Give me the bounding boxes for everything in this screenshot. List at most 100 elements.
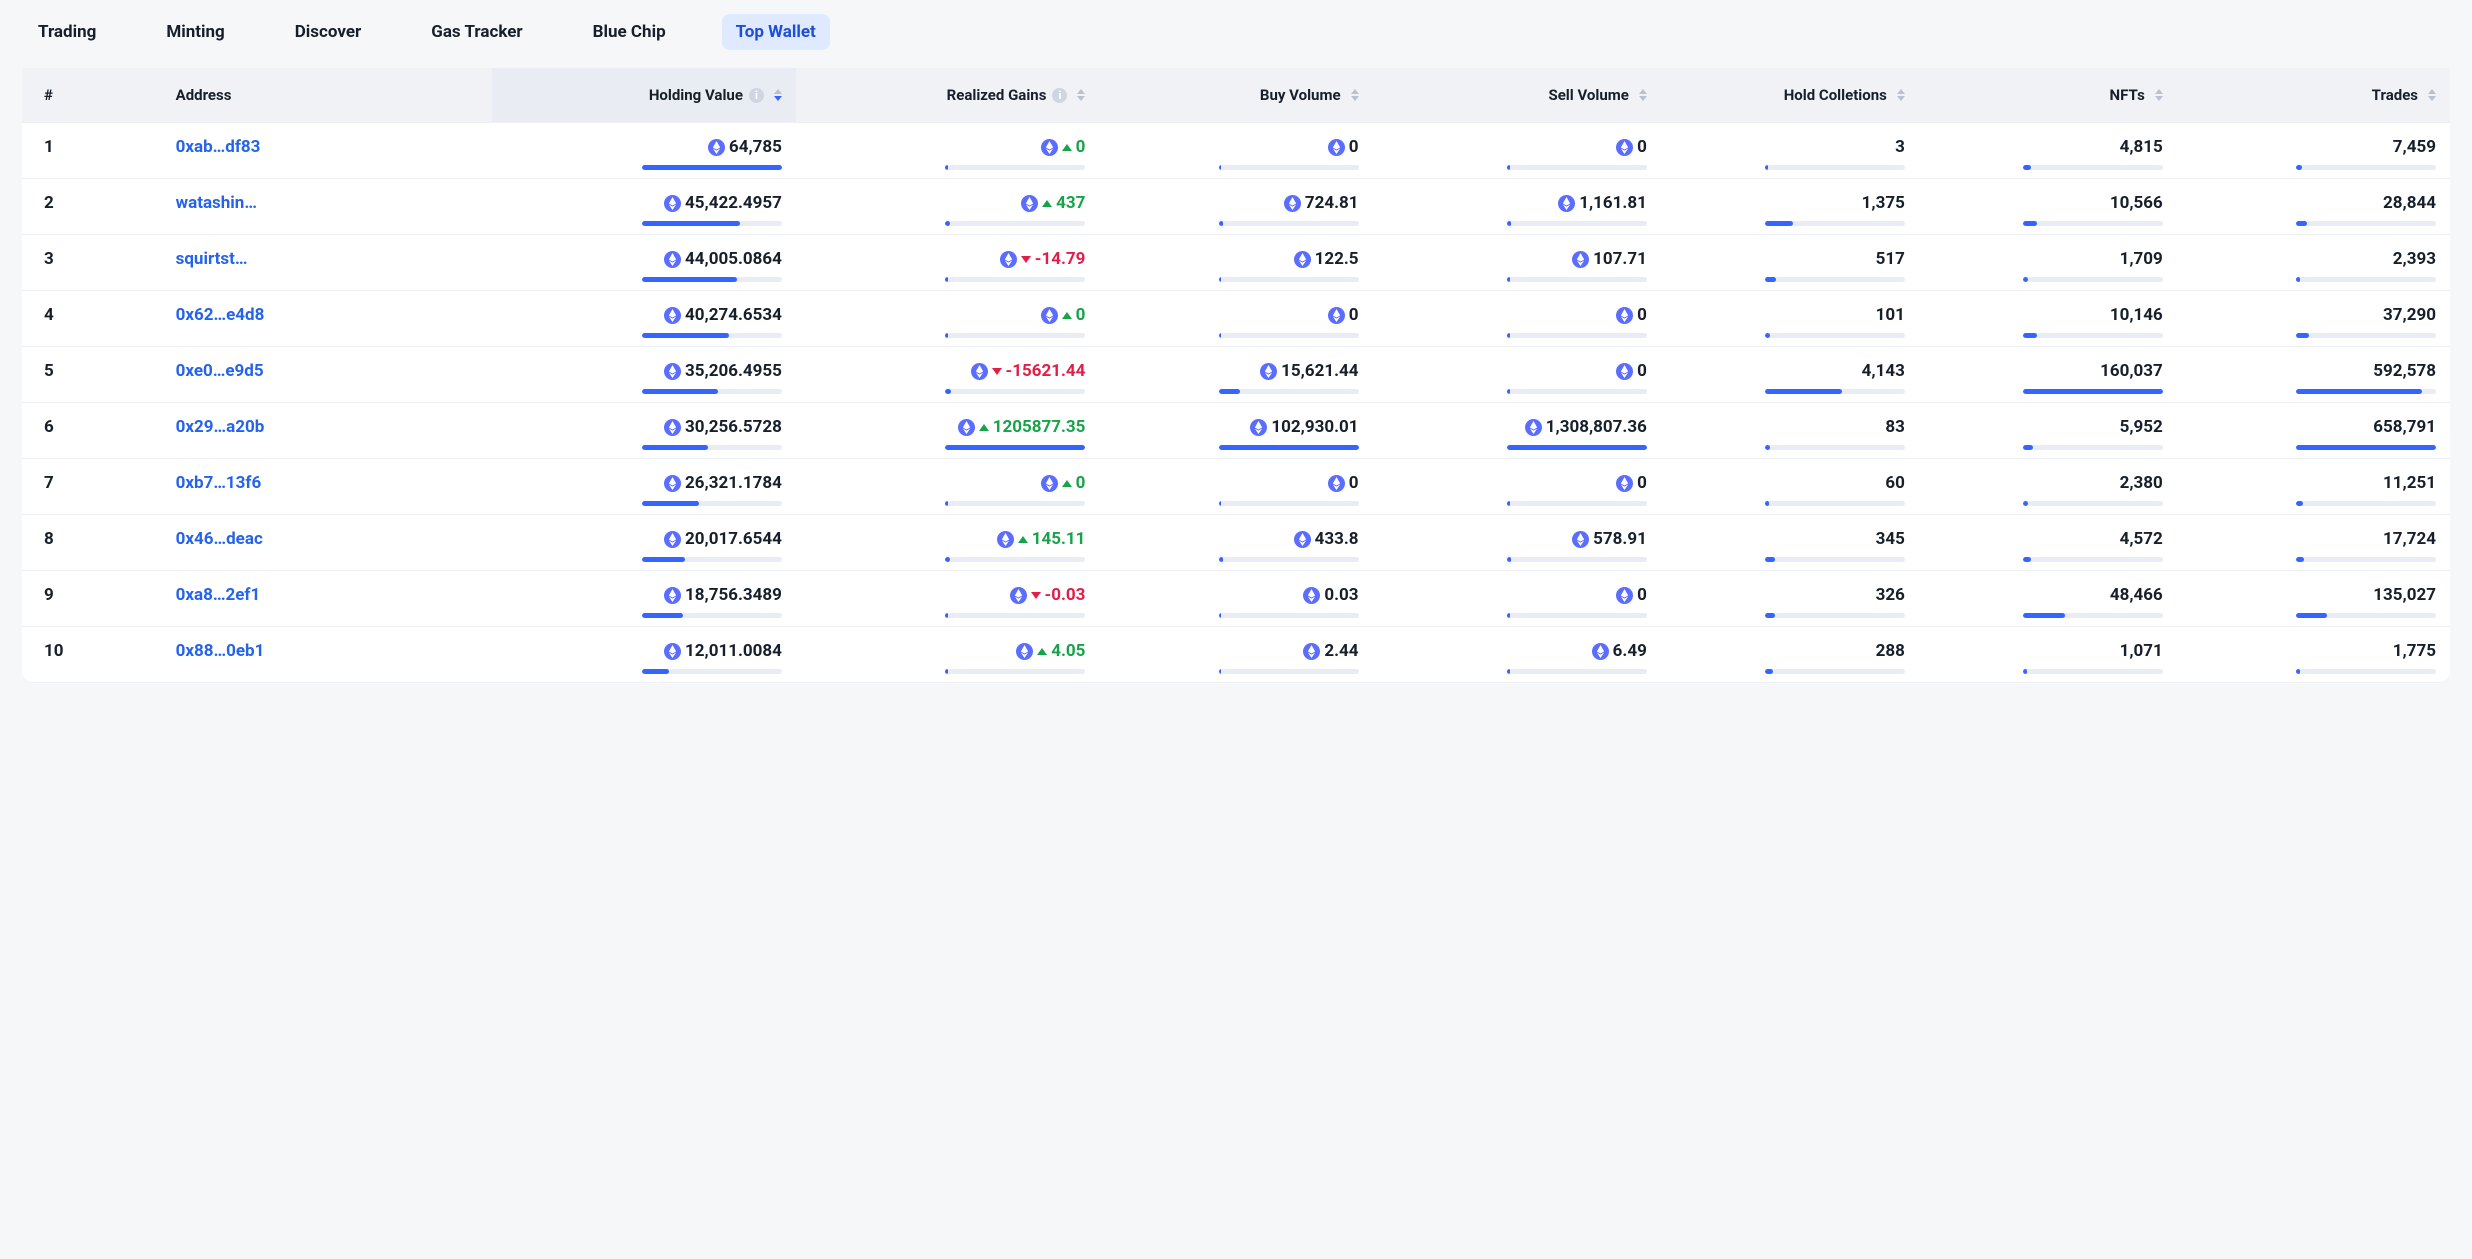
progress-bar [1765,389,1905,394]
progress-bar [642,277,782,282]
tab-trading[interactable]: Trading [24,14,110,50]
address-cell: watashin… [162,178,493,234]
wallet-link[interactable]: squirtst… [176,249,248,269]
address-cell: 0xb7…13f6 [162,458,493,514]
progress-bar [642,445,782,450]
rank-cell: 3 [22,234,162,290]
column-header-holding-value[interactable]: Holding Valuei [492,68,796,122]
progress-bar [1507,445,1647,450]
progress-bar [1507,389,1647,394]
progress-bar [1219,277,1359,282]
progress-bar [1765,501,1905,506]
tab-blue-chip[interactable]: Blue Chip [579,14,680,50]
progress-bar [1507,221,1647,226]
column-header-nfts[interactable]: NFTs [1919,68,2177,122]
rank-cell: 10 [22,626,162,682]
address-cell: 0xe0…e9d5 [162,346,493,402]
wallet-link[interactable]: 0x88…0eb1 [176,641,265,661]
column-header-trades[interactable]: Trades [2177,68,2450,122]
eth-icon [1010,587,1027,604]
progress-bar [2296,277,2436,282]
progress-bar [2296,389,2436,394]
wallet-link[interactable]: 0xab…df83 [176,137,261,157]
holding-value-cell: 30,256.5728 [492,402,796,458]
trades-cell: 2,393 [2177,234,2450,290]
hold-collections-cell: 288 [1661,626,1919,682]
wallet-link[interactable]: 0xe0…e9d5 [176,361,264,381]
wallet-link[interactable]: 0x46…deac [176,529,263,549]
progress-bar [1765,333,1905,338]
realized-gains-cell: 0 [796,290,1100,346]
eth-icon [1016,643,1033,660]
eth-icon [664,195,681,212]
column-label: Hold Colletions [1784,86,1887,104]
progress-bar [2023,669,2163,674]
realized-gains-cell: -0.03 [796,570,1100,626]
trades-cell: 7,459 [2177,122,2450,178]
column-header-realized-gains[interactable]: Realized Gainsi [796,68,1100,122]
buy-volume-cell: 102,930.01 [1099,402,1372,458]
wallet-link[interactable]: 0xa8…2ef1 [176,585,261,605]
top-wallet-table: # AddressHolding ValueiRealized GainsiBuy… [22,68,2450,682]
column-label: Holding Value [649,86,743,104]
nfts-cell: 10,566 [1919,178,2177,234]
tab-top-wallet[interactable]: Top Wallet [722,14,830,50]
holding-value-cell: 20,017.6544 [492,514,796,570]
table-row: 2watashin…45,422.4957437724.811,161.811,… [22,178,2450,234]
tab-minting[interactable]: Minting [152,14,238,50]
buy-volume-cell: 0.03 [1099,570,1372,626]
wallet-link[interactable]: watashin… [176,193,257,213]
holding-value-cell: 26,321.1784 [492,458,796,514]
nfts-cell: 160,037 [1919,346,2177,402]
sort-icon [1351,89,1359,101]
sort-icon [2428,89,2436,101]
tab-gas-tracker[interactable]: Gas Tracker [417,14,536,50]
eth-icon [1328,307,1345,324]
column-header-hold-collections[interactable]: Hold Colletions [1661,68,1919,122]
trend-up-icon [979,424,989,431]
wallet-link[interactable]: 0x62…e4d8 [176,305,265,325]
progress-bar [945,389,1085,394]
realized-gains-cell: -14.79 [796,234,1100,290]
progress-bar [2296,333,2436,338]
eth-icon [1041,139,1058,156]
tab-discover[interactable]: Discover [281,14,376,50]
rank-cell: 8 [22,514,162,570]
rank-cell: 4 [22,290,162,346]
progress-bar [2296,445,2436,450]
table-row: 100x88…0eb112,011.00844.052.446.492881,0… [22,626,2450,682]
hold-collections-cell: 60 [1661,458,1919,514]
address-cell: 0x29…a20b [162,402,493,458]
progress-bar [1765,669,1905,674]
progress-bar [2023,501,2163,506]
column-header-sell-volume[interactable]: Sell Volume [1373,68,1661,122]
trades-cell: 28,844 [2177,178,2450,234]
eth-icon [664,251,681,268]
progress-bar [1765,613,1905,618]
eth-icon [1294,251,1311,268]
progress-bar [945,221,1085,226]
progress-bar [1507,557,1647,562]
buy-volume-cell: 0 [1099,290,1372,346]
progress-bar [642,613,782,618]
wallet-link[interactable]: 0xb7…13f6 [176,473,262,493]
progress-bar [2296,557,2436,562]
wallet-link[interactable]: 0x29…a20b [176,417,265,437]
eth-icon [664,419,681,436]
column-header-address: Address [162,68,493,122]
sell-volume-cell: 578.91 [1373,514,1661,570]
nfts-cell: 10,146 [1919,290,2177,346]
hold-collections-cell: 326 [1661,570,1919,626]
buy-volume-cell: 0 [1099,458,1372,514]
trend-down-icon [1021,256,1031,263]
realized-gains-cell: 1205877.35 [796,402,1100,458]
progress-bar [945,669,1085,674]
trend-up-icon [1062,144,1072,151]
sell-volume-cell: 0 [1373,122,1661,178]
column-label: # [44,86,53,104]
eth-icon [1592,643,1609,660]
holding-value-cell: 45,422.4957 [492,178,796,234]
column-header-buy-volume[interactable]: Buy Volume [1099,68,1372,122]
progress-bar [1219,501,1359,506]
progress-bar [1507,613,1647,618]
